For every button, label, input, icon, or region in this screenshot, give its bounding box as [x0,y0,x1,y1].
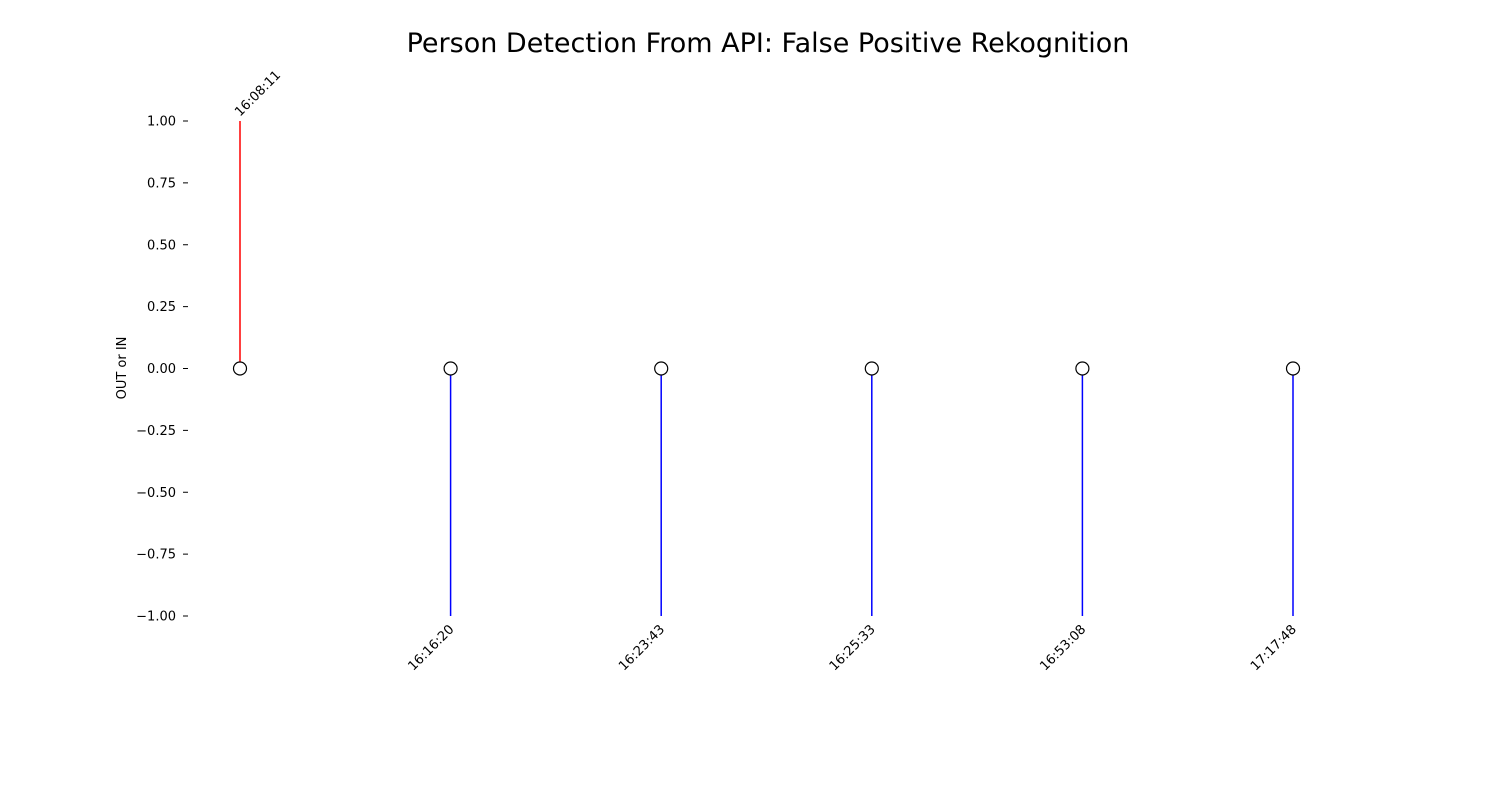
y-tick-label: −0.75 [136,548,176,563]
stem-marker [864,361,879,376]
y-tick-label: −0.50 [136,486,176,501]
markers [232,361,1301,376]
stem-marker [654,361,669,376]
stem-marker [1075,361,1090,376]
y-tick-label: −0.25 [136,424,176,439]
stem-marker [1285,361,1301,376]
y-axis: 1.00 0.75 0.50 0.25 0.00 −0.25 −0.50 −0.75 −1.00 [136,115,188,625]
stems [239,121,1294,616]
event-time-label: 16:53:08 [1037,622,1089,674]
y-axis-label: OUT or IN [115,337,130,400]
y-tick-label: 0.50 [147,238,176,253]
chart-title: Person Detection From API: False Positiv… [407,28,1130,59]
event-time-label: 16:25:33 [827,622,879,674]
stem-marker [443,361,458,376]
y-tick-label: 1.00 [147,115,176,130]
y-tick-label: 0.25 [147,300,176,315]
y-tick-label: −1.00 [136,610,176,625]
stem-marker [232,361,248,376]
y-tick-label: 0.00 [147,362,176,377]
event-time-label: 16:08:11 [232,68,284,120]
event-labels: 16:08:11 16:16:20 16:23:43 16:25:33 16:53:08… [232,68,1300,674]
event-time-label: 16:23:43 [616,622,668,674]
event-time-label: 16:16:20 [406,622,458,674]
event-time-label: 17:17:48 [1248,622,1300,674]
y-tick-label: 0.75 [147,176,176,191]
